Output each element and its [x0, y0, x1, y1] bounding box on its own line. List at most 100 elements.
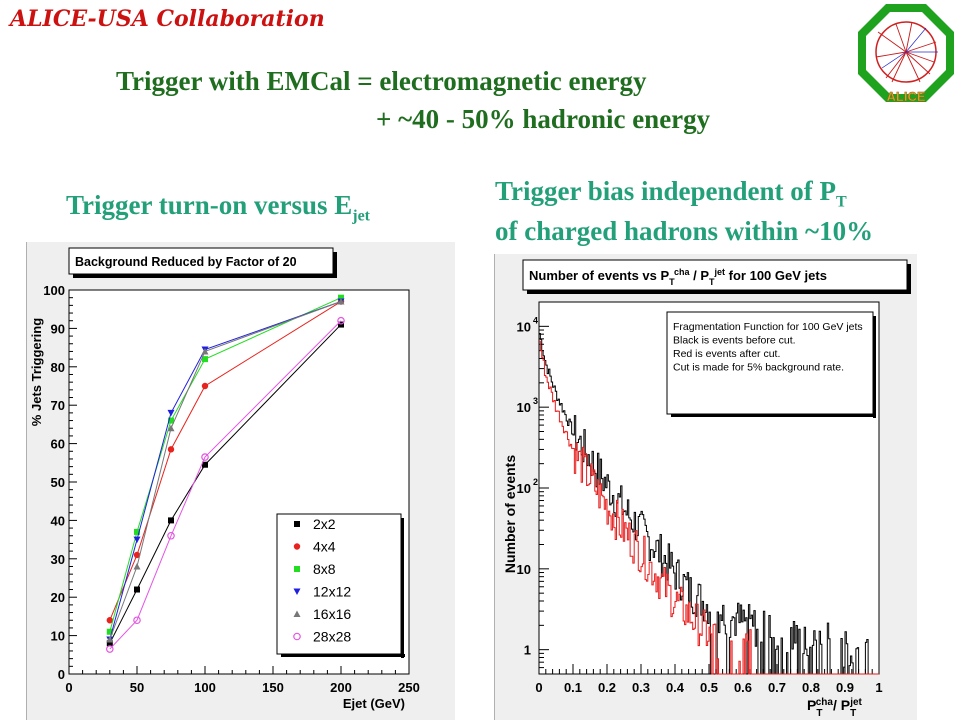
- data-point: [106, 645, 114, 653]
- left-chart-svg: Background Reduced by Factor of 20 0 10 20…: [29, 247, 420, 711]
- x-tick-label: 0.9: [836, 680, 854, 695]
- y-tick-label: 90: [51, 321, 65, 336]
- right-caption-subscript: T: [836, 193, 847, 211]
- y-tick-label: 0: [58, 667, 65, 682]
- left-chart-title: Background Reduced by Factor of 20: [75, 255, 297, 269]
- y-tick-label: 20: [51, 590, 65, 605]
- y-tick-label: 80: [51, 360, 65, 375]
- y-tick-label: 50: [51, 475, 65, 490]
- left-chart-xlabel: Ejet (GeV): [343, 696, 405, 711]
- x-tick-label: 1: [875, 680, 882, 695]
- x-tick-label: 0.8: [802, 680, 820, 695]
- x-tick-label: 200: [330, 680, 352, 695]
- data-point: [294, 521, 300, 527]
- x-tick-label: 0.3: [632, 680, 650, 695]
- data-point: [293, 632, 301, 641]
- data-point: [168, 517, 174, 524]
- legend-entry: 28x28: [313, 629, 351, 645]
- left-caption-main: Trigger turn-on versus E: [66, 190, 353, 220]
- y-tick-label: 40: [51, 513, 65, 528]
- data-point: [202, 461, 208, 468]
- y-tick-label: 60: [51, 437, 65, 452]
- data-point: [134, 528, 140, 535]
- x-tick-label: 0.2: [598, 680, 616, 695]
- legend-entry: 4x4: [313, 539, 336, 555]
- y-tick-label: 10: [517, 400, 531, 415]
- data-point: [167, 446, 175, 453]
- legend-entry: 16x16: [313, 606, 351, 622]
- y-tick-exponent: 4: [533, 315, 538, 325]
- right-chart-title: Number of events vs PTcha / PTjet for 10…: [529, 267, 827, 287]
- data-point: [338, 321, 344, 328]
- series-line-28x28: [109, 320, 342, 650]
- y-tick-label: 10: [517, 319, 531, 334]
- y-tick-exponent: 2: [533, 477, 538, 487]
- y-tick-label: 10: [517, 562, 531, 577]
- right-chart-ylabel: Number of events: [502, 455, 518, 573]
- trigger-bias-chart: Number of events vs PTcha / PTjet for 10…: [494, 254, 917, 720]
- data-point: [133, 562, 141, 570]
- x-tick-label: 250: [398, 680, 420, 695]
- data-point: [106, 617, 114, 624]
- trigger-turn-on-chart: Background Reduced by Factor of 20 0 10 20…: [26, 242, 455, 720]
- collaboration-label: ALICE-USA Collaboration: [10, 6, 325, 32]
- x-tick-label: 50: [130, 680, 144, 695]
- data-point: [294, 566, 300, 572]
- data-point: [201, 347, 209, 355]
- annotation-line: Red is events after cut.: [673, 348, 780, 360]
- y-tick-exponent: 3: [533, 396, 538, 406]
- y-tick-label: 100: [43, 283, 65, 298]
- legend-entry: 8x8: [313, 561, 336, 577]
- alice-logo: ALICE: [858, 4, 954, 104]
- annotation-line: Cut is made for 5% background rate.: [673, 362, 844, 374]
- data-point: [106, 628, 113, 635]
- data-point: [167, 531, 175, 540]
- data-point: [338, 294, 344, 301]
- data-point: [168, 417, 174, 424]
- data-point: [167, 424, 175, 432]
- annotation-line: Fragmentation Function for 100 GeV jets: [673, 321, 863, 333]
- data-point: [202, 356, 208, 363]
- data-point: [106, 635, 114, 643]
- left-chart-ylabel: % Jets Triggering: [29, 318, 44, 426]
- x-tick-label: 0: [65, 680, 72, 695]
- legend-shadow: [401, 518, 404, 658]
- x-tick-label: 0: [535, 680, 542, 695]
- annotation-line: Black is events before cut.: [673, 335, 796, 347]
- x-tick-label: 100: [194, 680, 216, 695]
- left-caption-subscript: jet: [352, 207, 371, 225]
- x-tick-label: 0.4: [666, 680, 685, 695]
- x-tick-label: 0.5: [700, 680, 718, 695]
- legend-shadow: [281, 654, 405, 657]
- right-chart-xlabel: PTcha/ PTjet: [807, 697, 863, 719]
- left-chart-legend: 2x2 4x4 8x8 12x12 16x16 28x28: [276, 513, 405, 658]
- data-point: [106, 640, 113, 647]
- right-chart-svg: Number of events vs PTcha / PTjet for 10…: [502, 259, 911, 719]
- x-tick-label: 0.6: [734, 680, 752, 695]
- right-caption-main: Trigger bias independent of P: [495, 176, 837, 206]
- alice-logo-text: ALICE: [887, 89, 926, 104]
- left-caption: Trigger turn-on versus Ejet: [66, 190, 370, 225]
- legend-entry: 12x12: [313, 584, 351, 600]
- y-tick-label: 70: [51, 398, 65, 413]
- data-point: [337, 316, 345, 325]
- headline-line-1: Trigger with EMCal = electromagnetic ene…: [116, 66, 647, 96]
- right-caption-line-2: of charged hadrons within ~10%: [495, 216, 874, 246]
- y-tick-label: 10: [517, 481, 531, 496]
- histogram-after-cut: [539, 340, 879, 675]
- data-point: [133, 536, 141, 544]
- x-tick-label: 150: [262, 680, 284, 695]
- right-caption-line-1: Trigger bias independent of PT: [495, 176, 847, 211]
- data-point: [293, 588, 301, 595]
- x-tick-label: 0.1: [564, 680, 582, 695]
- right-annotation-box: [666, 311, 874, 415]
- data-point: [134, 586, 140, 593]
- data-point: [293, 543, 301, 550]
- data-point: [133, 616, 141, 625]
- y-tick-label: 30: [51, 552, 65, 567]
- legend-entry: 2x2: [313, 516, 336, 532]
- y-tick-label: 1: [524, 643, 531, 658]
- legend-box: [276, 513, 402, 655]
- data-point: [337, 298, 345, 305]
- x-tick-label: 0.7: [768, 680, 786, 695]
